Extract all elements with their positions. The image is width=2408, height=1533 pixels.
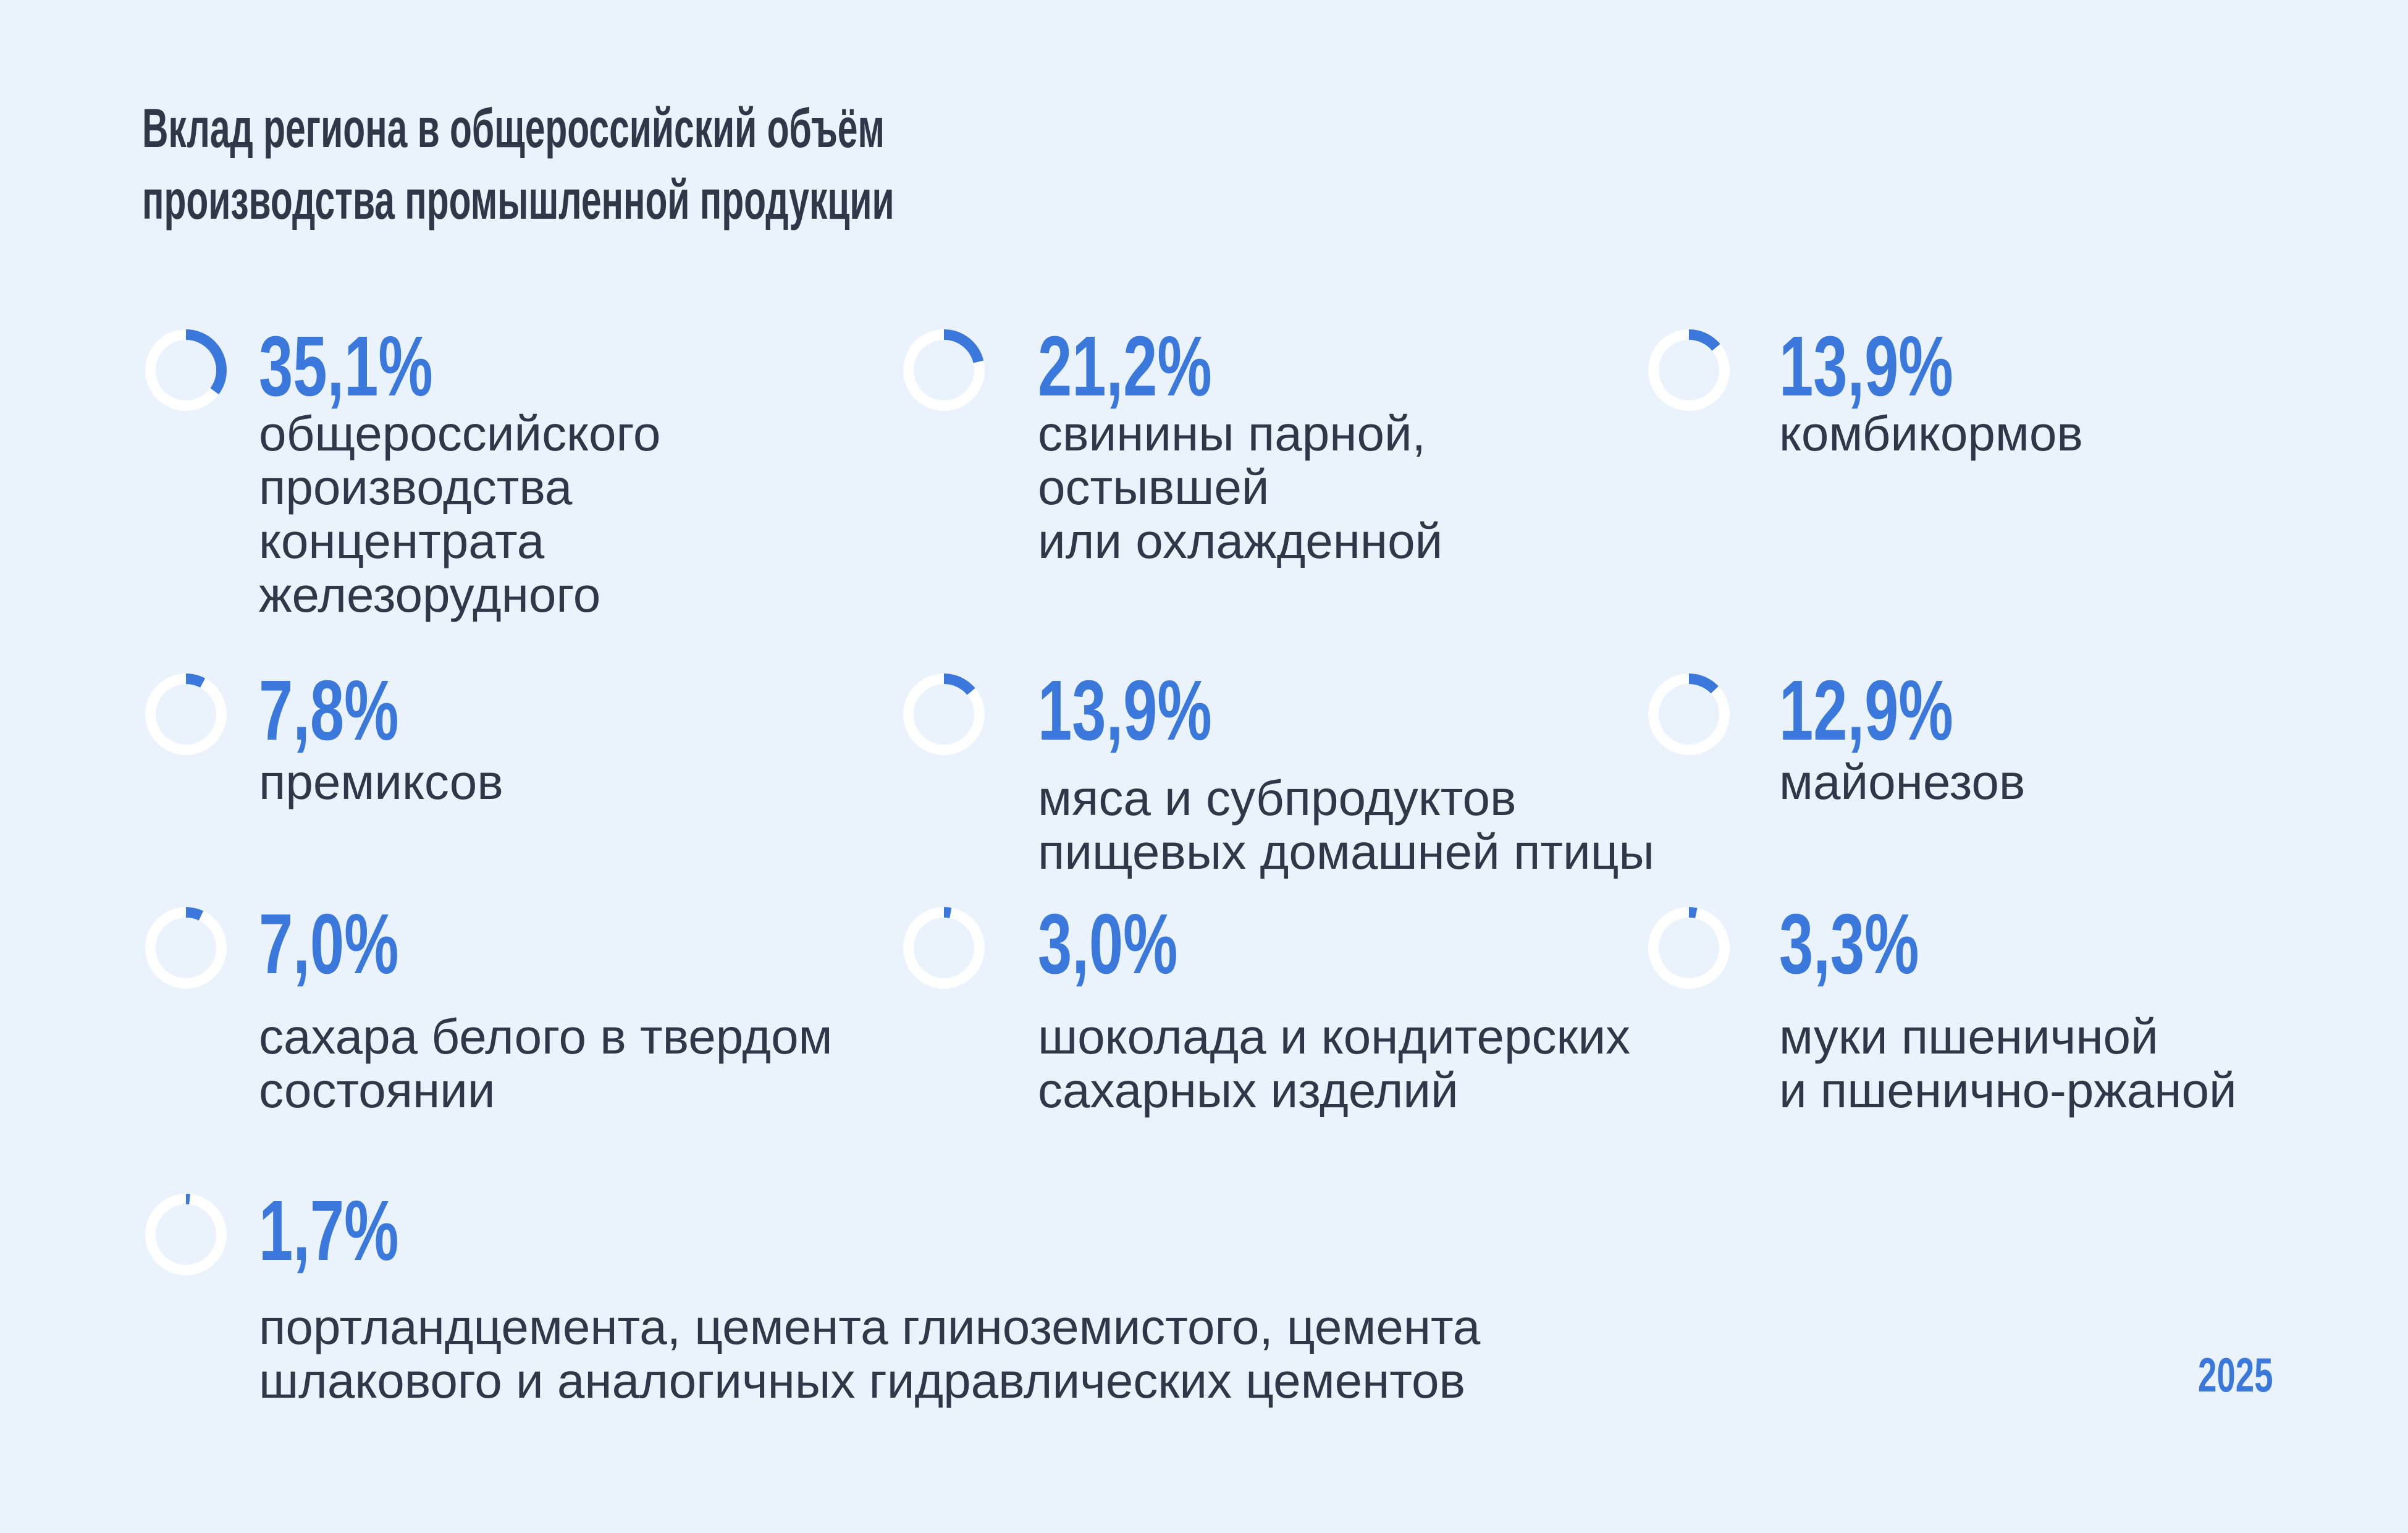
stat-value: 35,1% (259, 319, 433, 414)
stat-value: 21,2% (1038, 319, 1212, 414)
stat-label: шоколада и кондитерских сахарных изделий (1038, 1009, 1631, 1118)
stat-label: свинины парной, остывшей или охлажденной (1038, 406, 1443, 568)
stat-value: 3,3% (1779, 897, 1919, 992)
stat-label: премиксов (259, 754, 503, 809)
stat-label: муки пшеничной и пшенично-ржаной (1779, 1009, 2237, 1118)
donut-ring-icon (903, 674, 985, 755)
stat-value: 7,8% (259, 663, 399, 758)
donut-ring-icon (145, 329, 227, 411)
stat-value: 1,7% (259, 1183, 399, 1278)
donut-ring-icon (1648, 329, 1730, 411)
year-badge: 2025 (2198, 1348, 2273, 1402)
donut-ring-icon (1648, 907, 1730, 989)
donut-ring-icon (1648, 674, 1730, 755)
stat-value: 7,0% (259, 897, 399, 992)
page-title-text: Вклад региона в общероссийский объём про… (142, 97, 895, 230)
stat-label: сахара белого в твердом состоянии (259, 1009, 833, 1118)
stat-value: 3,0% (1038, 897, 1178, 992)
stat-label: общероссийского производства концентрата… (259, 406, 661, 622)
stat-label: мяса и субпродуктов пищевых домашней пти… (1038, 771, 1655, 879)
stat-value: 13,9% (1038, 663, 1212, 758)
stat-value: 13,9% (1779, 319, 1953, 414)
stat-label: майонезов (1779, 754, 2026, 809)
donut-ring-icon (145, 907, 227, 989)
page-title: Вклад региона в общероссийский объём про… (142, 92, 1282, 235)
stat-label: портландцемента, цемента глиноземистого,… (259, 1299, 1481, 1408)
donut-ring-icon (145, 674, 227, 755)
stat-label: комбикормов (1779, 406, 2083, 461)
stat-value: 12,9% (1779, 663, 1953, 758)
donut-ring-icon (145, 1194, 227, 1275)
donut-ring-icon (903, 907, 985, 989)
donut-ring-icon (903, 329, 985, 411)
